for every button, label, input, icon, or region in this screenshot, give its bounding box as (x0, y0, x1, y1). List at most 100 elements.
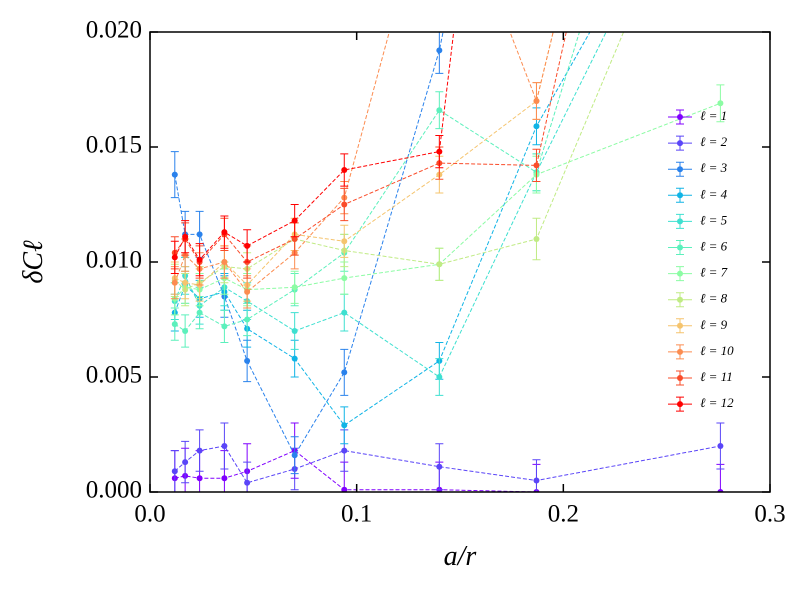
data-point (182, 279, 189, 286)
data-point (171, 171, 178, 178)
data-point (171, 468, 178, 475)
data-point (182, 328, 189, 334)
data-point (533, 123, 540, 130)
legend-marker (677, 270, 683, 277)
legend-marker (677, 218, 683, 225)
legend-marker (677, 348, 683, 355)
data-point (341, 275, 348, 282)
legend-label: ℓ = 7 (700, 265, 728, 280)
legend-label: ℓ = 1 (700, 108, 727, 123)
data-point (341, 369, 348, 376)
data-point (171, 321, 178, 328)
legend-marker (677, 401, 683, 408)
legend-marker (677, 192, 683, 199)
data-point (244, 242, 251, 249)
data-point (291, 284, 298, 291)
series-line (174, 32, 625, 291)
y-tick-label: 0.010 (86, 247, 142, 274)
data-point (244, 316, 251, 323)
legend-marker (677, 375, 683, 381)
data-point (533, 477, 540, 484)
axes-frame (149, 31, 771, 493)
legend-marker (677, 114, 683, 120)
series-line (174, 102, 721, 300)
series-line (174, 32, 554, 286)
data-point (196, 309, 203, 316)
x-tick-label: 0.1 (341, 501, 372, 528)
y-tick-label: 0.020 (86, 17, 142, 44)
data-point (341, 167, 348, 173)
data-point (436, 463, 443, 470)
legend-label: ℓ = 9 (700, 317, 728, 332)
data-point (436, 261, 443, 268)
legend-marker (677, 140, 683, 147)
data-point (221, 475, 228, 482)
data-point (182, 233, 189, 240)
data-point (533, 162, 540, 169)
data-point (291, 355, 298, 362)
x-axis-label: a/r (444, 541, 477, 572)
legend-label: ℓ = 11 (700, 369, 733, 384)
y-tick-label: 0.000 (86, 477, 142, 504)
data-point (196, 256, 203, 263)
legend-marker (677, 322, 683, 329)
data-point (436, 148, 443, 155)
data-point (291, 217, 298, 224)
data-point (221, 323, 228, 330)
series-line (174, 445, 721, 484)
data-point (341, 201, 348, 208)
legend-marker (677, 244, 683, 251)
data-point (221, 443, 228, 449)
x-tick-label: 0.2 (548, 501, 579, 528)
y-tick-label: 0.005 (86, 362, 142, 389)
series-line (174, 32, 607, 378)
plot-area (170, 32, 725, 492)
data-point (533, 236, 540, 242)
series-line (174, 32, 444, 457)
legend-label: ℓ = 12 (700, 395, 734, 410)
x-tick-label: 0.0 (134, 501, 165, 528)
y-axis-label: δCℓ (18, 240, 49, 284)
series-line (174, 32, 455, 261)
x-tick-label: 0.3 (754, 501, 785, 528)
data-point (291, 452, 298, 459)
series-line (174, 32, 554, 293)
legend-label: ℓ = 8 (700, 291, 728, 306)
data-point (341, 447, 348, 454)
data-point (436, 374, 443, 380)
series-line (174, 32, 580, 332)
y-tick-label: 0.015 (86, 132, 142, 159)
data-point (717, 100, 724, 107)
data-point (221, 259, 228, 265)
legend-label: ℓ = 4 (700, 186, 728, 201)
data-point (221, 229, 228, 236)
data-point (171, 279, 178, 286)
data-point (436, 47, 443, 54)
data-point (244, 479, 251, 486)
legend-label: ℓ = 2 (700, 134, 728, 149)
legend-label: ℓ = 6 (700, 238, 728, 253)
legend-label: ℓ = 10 (700, 343, 734, 358)
data-point (341, 309, 348, 316)
data-point (341, 422, 348, 429)
legend-label: ℓ = 5 (700, 212, 728, 227)
data-point (291, 328, 298, 334)
data-point (171, 254, 178, 261)
data-point (196, 475, 203, 482)
data-point (182, 459, 189, 466)
series-line (174, 32, 591, 426)
data-point (196, 447, 203, 454)
legend-marker (677, 166, 683, 173)
legend-label: ℓ = 3 (700, 160, 728, 175)
data-point (244, 288, 251, 295)
legend-marker (677, 296, 683, 303)
data-point (291, 236, 298, 242)
series-line (174, 32, 567, 263)
data-point (341, 238, 348, 245)
data-point (341, 486, 348, 492)
data-point (436, 107, 443, 114)
data-point (244, 357, 251, 364)
series-line (174, 450, 721, 492)
data-point (196, 231, 203, 238)
